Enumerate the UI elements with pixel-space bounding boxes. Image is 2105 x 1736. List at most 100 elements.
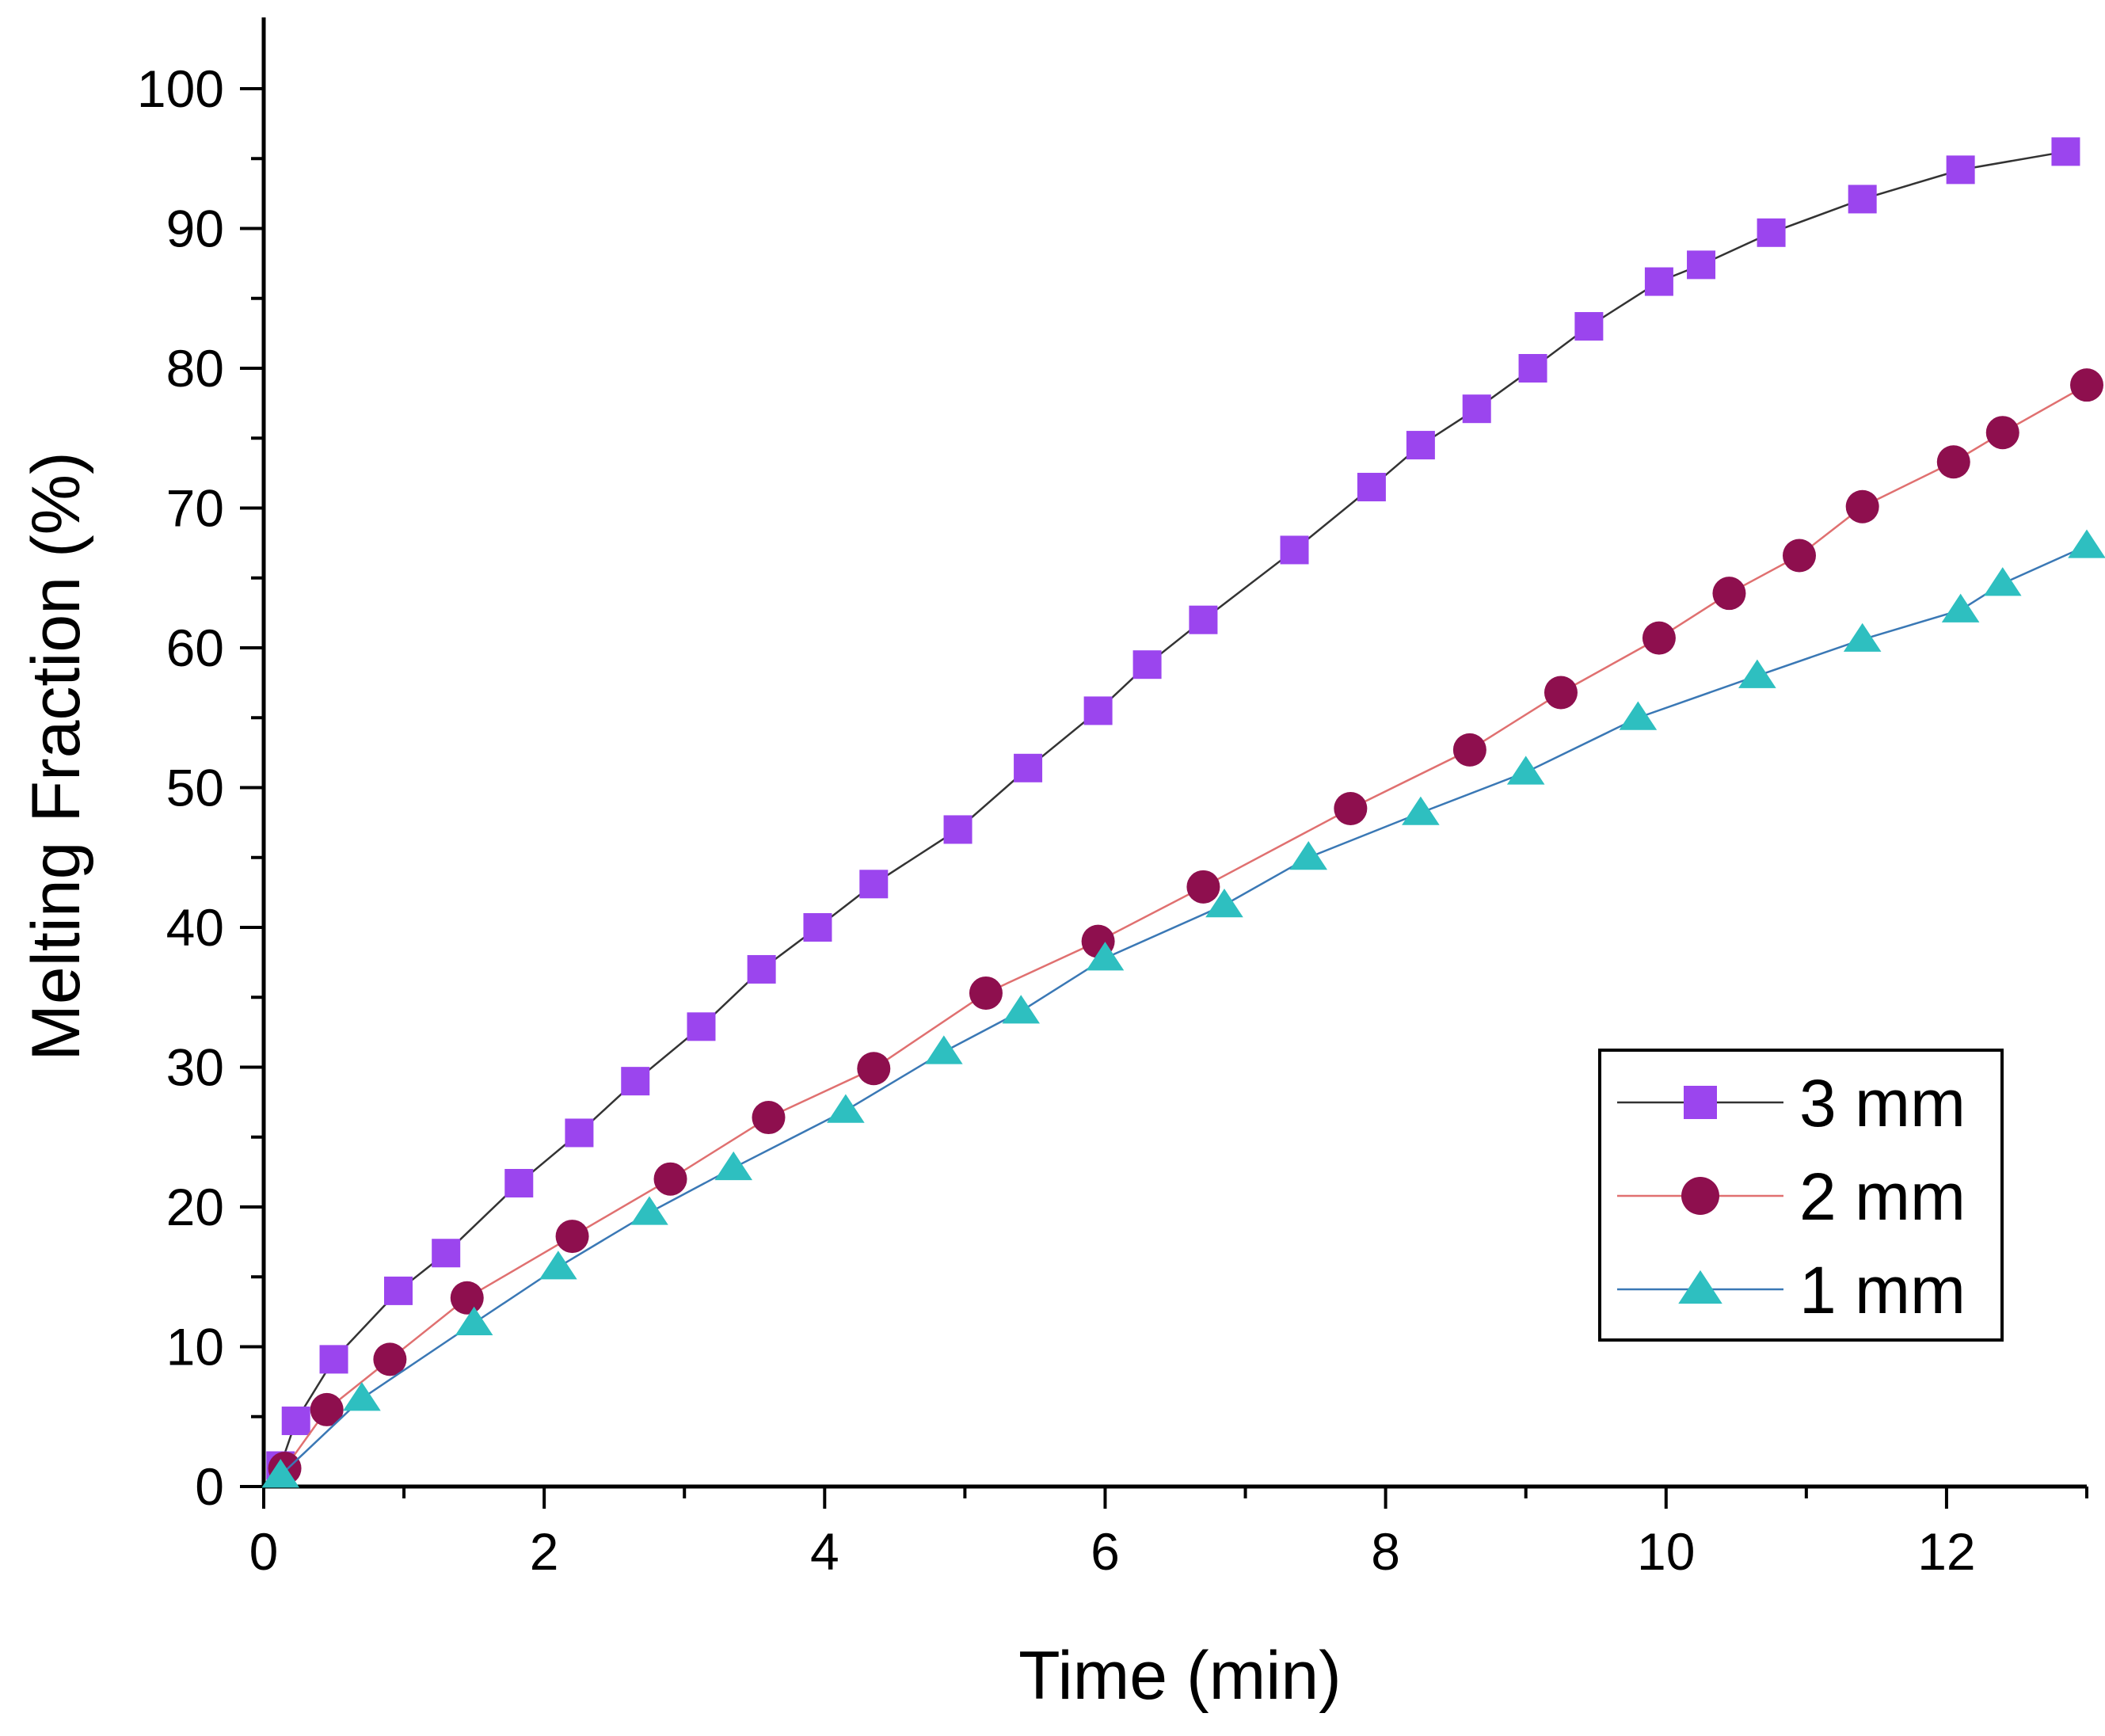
y-tick-label: 100 [137,59,224,118]
data-point [1506,756,1545,785]
legend-item: 3 mm [1617,1066,1966,1140]
data-point [1280,535,1309,565]
x-tick-label: 2 [530,1522,559,1581]
y-tick-label: 60 [166,619,224,677]
data-point [1848,185,1877,214]
series-line [280,545,2088,1476]
legend-marker [1678,1270,1722,1304]
y-tick-label: 90 [166,200,224,258]
data-point [1083,696,1113,725]
data-point [343,1382,381,1411]
legend-marker [1684,1086,1717,1119]
x-tick-label: 12 [1917,1522,1975,1581]
data-point [687,1012,716,1041]
data-point [1086,942,1125,971]
data-point [1462,394,1491,424]
data-point [747,954,776,984]
data-point [1186,870,1220,904]
data-point [714,1151,753,1181]
data-point [1289,841,1328,870]
data-point [1782,539,1816,573]
legend-marker [1681,1177,1719,1215]
data-point [2070,368,2103,402]
data-point [2068,529,2105,558]
data-point [383,1276,413,1305]
y-tick-label: 30 [166,1038,224,1097]
data-point [539,1251,577,1280]
data-point [504,1168,534,1197]
data-point [1687,250,1716,280]
data-point [857,1052,891,1086]
legend-item: 1 mm [1617,1253,1966,1327]
data-point [1452,733,1486,767]
data-point [373,1342,407,1376]
series-2-mm [268,368,2103,1486]
data-point [969,976,1003,1010]
data-point [1406,431,1435,460]
data-point [1544,676,1578,710]
legend-item: 2 mm [1617,1159,1966,1234]
x-tick-label: 6 [1091,1522,1120,1581]
x-tick-label: 0 [249,1522,279,1581]
data-point [1712,577,1746,611]
data-point [565,1118,594,1148]
data-point [555,1220,589,1254]
data-point [1132,650,1162,680]
y-tick-label: 10 [166,1318,224,1376]
data-point [1518,354,1547,383]
y-axis-title: Melting Fraction (%) [18,451,94,1060]
data-point [310,1392,344,1426]
data-point [1357,473,1386,502]
axes: 0 10 20 30 40 50 60 70 80 90 100 0 2 4 6 8 10 12 [137,17,2088,1581]
data-point [432,1239,461,1268]
y-tick-label: 0 [195,1457,224,1516]
data-point [455,1306,493,1336]
data-point [630,1196,668,1225]
x-tick-label: 4 [810,1522,839,1581]
data-point [1189,605,1218,634]
data-point [1002,995,1041,1024]
data-point [261,1459,300,1488]
data-point [1843,622,1882,652]
data-point [859,870,889,899]
data-point [1757,218,1786,247]
legend-label: 1 mm [1799,1253,1966,1327]
data-point [1619,701,1658,730]
data-point [1402,796,1440,825]
x-tick-label: 10 [1637,1522,1695,1581]
data-point [1642,621,1676,655]
y-tick-label: 20 [166,1178,224,1236]
data-point [1946,155,1975,185]
data-point [803,913,832,942]
data-point [621,1067,650,1096]
series-group [261,137,2105,1488]
data-point [1574,312,1604,341]
y-tick-label: 70 [166,479,224,538]
legend-label: 3 mm [1799,1066,1966,1140]
data-point [1014,753,1043,782]
legend: 3 mm 2 mm 1 mm [1598,1049,2004,1342]
data-point [925,1035,963,1064]
data-point [1205,889,1243,918]
data-point [943,815,973,844]
data-point [281,1407,310,1436]
data-point [752,1101,786,1135]
data-point [450,1281,484,1315]
data-point [1941,593,1980,622]
x-tick-label: 8 [1371,1522,1400,1581]
y-tick-label: 80 [166,339,224,398]
data-point [1983,567,2022,596]
data-point [1738,659,1776,688]
data-point [1936,445,1970,479]
data-point [1644,267,1673,296]
data-point [2051,137,2080,166]
x-axis-title: Time (min) [1018,1638,1342,1714]
data-point [653,1162,687,1196]
series-1-mm [261,529,2105,1488]
y-tick-label: 50 [166,759,224,817]
y-tick-label: 40 [166,898,224,957]
legend-label: 2 mm [1799,1159,1966,1234]
data-point [319,1345,348,1374]
